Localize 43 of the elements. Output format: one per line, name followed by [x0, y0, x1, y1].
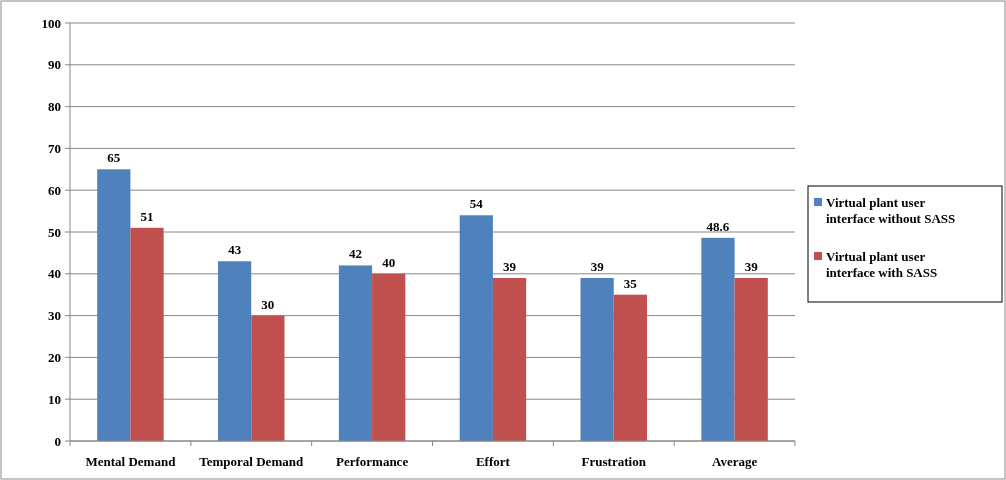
y-tick-label: 90: [48, 57, 61, 73]
y-tick-label: 40: [48, 266, 61, 282]
x-tick-label: Performance: [335, 454, 409, 469]
x-tick-label: Temporal Demand: [199, 454, 304, 469]
x-tick-label: Mental Demand: [85, 454, 177, 469]
data-label: 30: [261, 296, 275, 312]
y-tick-label: 30: [48, 308, 61, 324]
y-tick-label: 20: [48, 349, 61, 365]
bar: [613, 294, 647, 441]
y-tick-label: 10: [48, 391, 61, 407]
data-label: 48.6: [706, 218, 730, 234]
y-tick-label: 80: [48, 99, 61, 115]
y-tick-label: 100: [41, 15, 61, 31]
data-label: 54: [469, 196, 484, 212]
bar: [97, 169, 131, 441]
y-tick-label: 70: [48, 140, 61, 156]
data-label: 43: [228, 242, 242, 258]
bar: [701, 237, 735, 441]
data-label: 42: [348, 246, 362, 262]
legend-label: Virtual plant user interface with SASS: [826, 249, 938, 280]
x-tick-label: Frustration: [581, 454, 647, 469]
legend-label: Virtual plant user interface without SASS: [826, 195, 956, 226]
y-tick-label: 60: [48, 182, 61, 198]
bar: [251, 315, 285, 441]
bar: [372, 273, 406, 441]
data-label: 40: [382, 254, 396, 270]
y-tick-label: 50: [48, 224, 61, 240]
bar: [338, 265, 373, 441]
bar: [218, 261, 252, 441]
data-label: 39: [590, 258, 605, 274]
bar: [459, 215, 493, 441]
bar: [492, 277, 527, 441]
data-label: 39: [744, 258, 759, 274]
y-tick-label: 0: [54, 433, 61, 449]
data-label: 65: [107, 150, 121, 166]
bar: [580, 277, 614, 441]
x-tick-label: Average: [711, 454, 758, 469]
data-label: 39: [503, 258, 517, 274]
x-tick-label: Effort: [475, 454, 511, 469]
bar: [734, 277, 768, 441]
data-label: 51: [140, 208, 154, 224]
bar: [130, 227, 164, 441]
data-label: 35: [623, 275, 638, 291]
